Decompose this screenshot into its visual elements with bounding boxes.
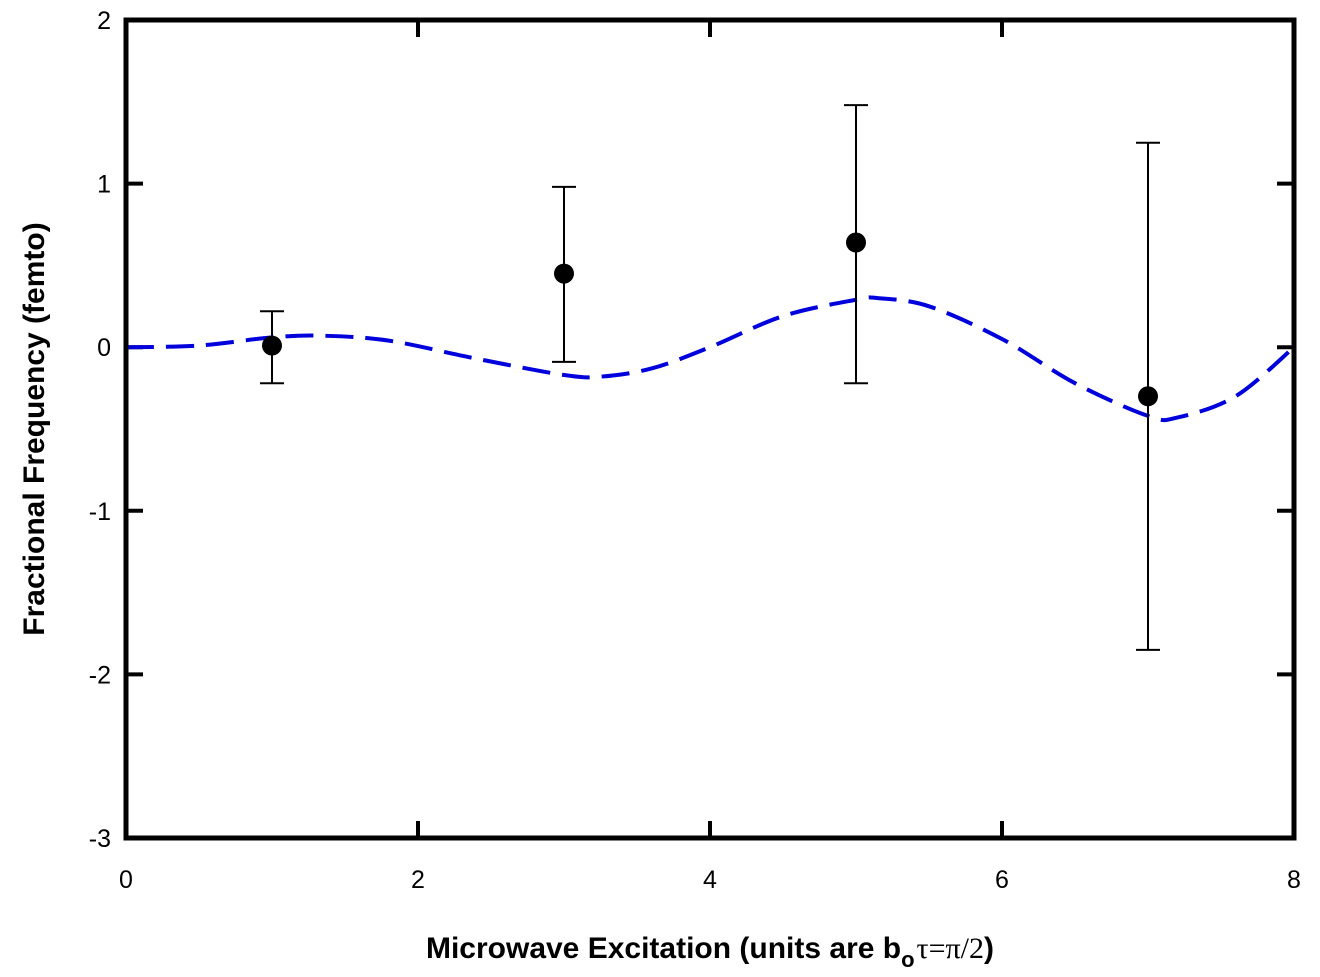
x-tick-label: 4 bbox=[703, 866, 717, 894]
y-tick-label: 1 bbox=[97, 171, 111, 199]
tick-marks bbox=[124, 18, 1296, 840]
model-curve bbox=[125, 295, 1296, 423]
data-point bbox=[262, 335, 282, 356]
y-tick-label: 2 bbox=[97, 7, 111, 35]
x-tick-label: 2 bbox=[411, 866, 425, 894]
y-tick-label: -1 bbox=[89, 498, 111, 526]
x-tick-label: 0 bbox=[119, 866, 133, 894]
tick-labels: 0 2 4 6 8 -3 -2 -1 0 1 2 bbox=[89, 7, 1301, 894]
plot-frame bbox=[123, 17, 1297, 841]
y-axis-title: Fractional Frequency (femto) bbox=[18, 222, 51, 635]
y-tick-label: -2 bbox=[89, 661, 111, 689]
data-points bbox=[262, 232, 1158, 407]
x-tick-label: 8 bbox=[1287, 866, 1301, 894]
y-tick-label: -3 bbox=[89, 825, 111, 853]
x-axis-title: Microwave Excitation (units are boτ=π/2) bbox=[426, 932, 994, 972]
data-point bbox=[554, 263, 574, 284]
x-tick-label: 6 bbox=[995, 866, 1009, 894]
y-tick-label: 0 bbox=[97, 334, 111, 362]
data-point bbox=[846, 232, 866, 253]
model-curve-line bbox=[125, 295, 1296, 423]
data-point bbox=[1138, 386, 1158, 407]
error-bars bbox=[260, 104, 1160, 651]
